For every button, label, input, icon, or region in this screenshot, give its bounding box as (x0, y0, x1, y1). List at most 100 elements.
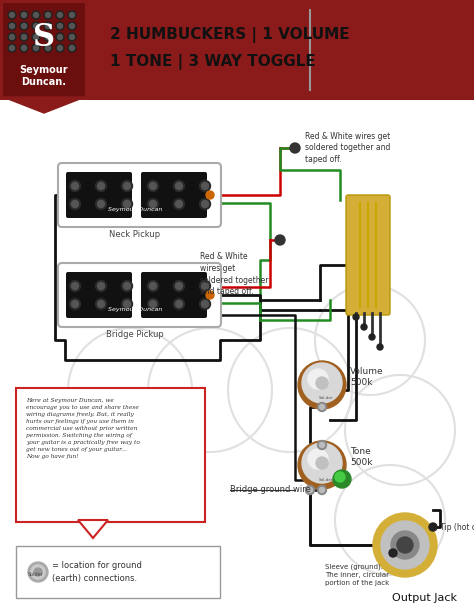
Circle shape (318, 485, 327, 495)
Circle shape (46, 34, 51, 39)
Circle shape (353, 314, 359, 320)
Circle shape (44, 33, 52, 41)
Circle shape (200, 281, 210, 292)
FancyBboxPatch shape (66, 172, 132, 218)
FancyBboxPatch shape (16, 388, 205, 522)
Circle shape (70, 45, 74, 50)
Circle shape (121, 281, 133, 292)
Circle shape (149, 200, 156, 207)
Circle shape (34, 34, 38, 39)
Polygon shape (78, 520, 108, 538)
Circle shape (21, 12, 27, 18)
Circle shape (369, 334, 375, 340)
Circle shape (32, 22, 40, 30)
Circle shape (72, 183, 79, 189)
Text: Seymour Duncan: Seymour Duncan (108, 207, 162, 211)
Circle shape (377, 344, 383, 350)
Circle shape (319, 443, 325, 447)
Circle shape (147, 199, 158, 210)
Circle shape (121, 299, 133, 310)
Text: Bridge Pickup: Bridge Pickup (106, 330, 164, 339)
Text: Volume
500k: Volume 500k (350, 367, 383, 387)
Circle shape (9, 23, 15, 28)
Text: Bridge ground wire: Bridge ground wire (230, 485, 311, 495)
Circle shape (121, 180, 133, 191)
Circle shape (57, 34, 63, 39)
Polygon shape (3, 97, 85, 113)
Circle shape (121, 199, 133, 210)
Circle shape (124, 300, 130, 308)
Circle shape (44, 44, 52, 52)
Circle shape (44, 11, 52, 19)
Text: Red & White
wires get
soldered together
and taped off.: Red & White wires get soldered together … (200, 252, 268, 297)
Circle shape (373, 513, 437, 577)
Circle shape (68, 33, 76, 41)
FancyBboxPatch shape (58, 163, 221, 227)
Circle shape (31, 565, 45, 579)
Circle shape (335, 472, 345, 482)
Circle shape (298, 361, 346, 409)
Circle shape (56, 22, 64, 30)
FancyBboxPatch shape (58, 263, 221, 327)
Circle shape (391, 531, 419, 559)
Text: = location for ground
(earth) connections.: = location for ground (earth) connection… (52, 562, 142, 583)
Circle shape (95, 281, 107, 292)
Circle shape (46, 12, 51, 18)
Circle shape (8, 33, 16, 41)
Circle shape (124, 200, 130, 207)
Circle shape (175, 283, 182, 289)
Circle shape (147, 180, 158, 191)
Circle shape (201, 300, 209, 308)
Circle shape (8, 11, 16, 19)
Circle shape (175, 183, 182, 189)
Circle shape (20, 22, 28, 30)
Circle shape (70, 281, 81, 292)
Circle shape (175, 200, 182, 207)
Circle shape (32, 11, 40, 19)
Circle shape (361, 324, 367, 330)
Circle shape (20, 33, 28, 41)
Circle shape (28, 562, 48, 582)
Circle shape (201, 200, 209, 207)
Text: Sleeve (ground).
The inner, circular
portion of the jack: Sleeve (ground). The inner, circular por… (325, 563, 389, 585)
Circle shape (72, 300, 79, 308)
FancyBboxPatch shape (0, 0, 474, 100)
Circle shape (200, 299, 210, 310)
Text: Red & White wires get
soldered together and
taped off.: Red & White wires get soldered together … (305, 132, 391, 164)
Circle shape (57, 45, 63, 50)
Circle shape (124, 183, 130, 189)
Circle shape (206, 291, 214, 299)
Circle shape (70, 12, 74, 18)
Circle shape (290, 143, 300, 153)
Circle shape (381, 521, 429, 569)
Circle shape (32, 33, 40, 41)
Circle shape (68, 22, 76, 30)
Circle shape (302, 363, 342, 403)
Circle shape (68, 11, 76, 19)
Circle shape (98, 200, 104, 207)
Circle shape (44, 22, 52, 30)
Circle shape (316, 377, 328, 389)
Circle shape (175, 300, 182, 308)
Circle shape (70, 34, 74, 39)
FancyBboxPatch shape (141, 172, 207, 218)
Circle shape (201, 183, 209, 189)
Circle shape (72, 283, 79, 289)
Text: Duncan.: Duncan. (21, 77, 66, 87)
Circle shape (147, 299, 158, 310)
Text: Tip (hot output): Tip (hot output) (440, 522, 474, 531)
Text: Here at Seymour Duncan, we
encourage you to use and share these
wiring diagrams : Here at Seymour Duncan, we encourage you… (26, 398, 140, 459)
Circle shape (200, 199, 210, 210)
Circle shape (149, 183, 156, 189)
Circle shape (318, 403, 327, 411)
Circle shape (21, 34, 27, 39)
FancyBboxPatch shape (346, 195, 390, 315)
Circle shape (201, 283, 209, 289)
Circle shape (318, 441, 327, 449)
Circle shape (72, 200, 79, 207)
Circle shape (46, 23, 51, 28)
Circle shape (308, 487, 312, 492)
Circle shape (333, 470, 351, 488)
Circle shape (8, 44, 16, 52)
Circle shape (70, 23, 74, 28)
